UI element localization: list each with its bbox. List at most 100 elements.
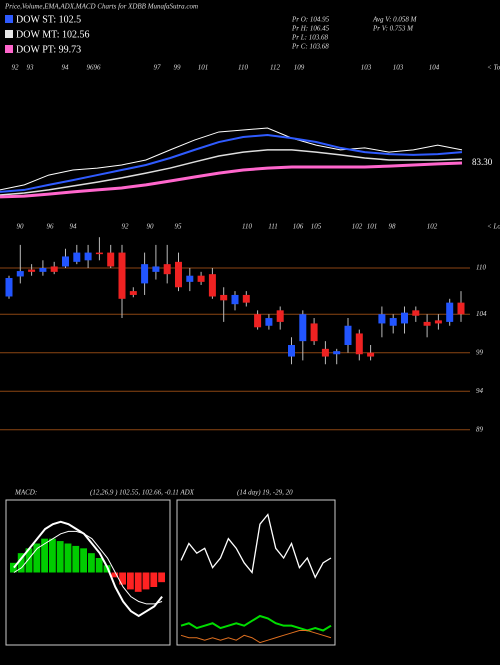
y-tick-label: 99 (476, 348, 484, 356)
candle-body (39, 268, 47, 272)
macd-frame (5, 499, 171, 646)
candle-body (378, 314, 386, 324)
macd-bar (41, 538, 48, 573)
stat: Pr V: 0.753 M (372, 25, 414, 33)
candle-body (344, 325, 352, 345)
macd-bar (17, 553, 25, 573)
y-tick-label: 89 (476, 425, 484, 433)
low-label: 95 (175, 223, 183, 231)
page-title: Price,Volume,EMA,ADX,MACD Charts for XDB… (4, 3, 198, 11)
candle-body (175, 261, 182, 288)
candle-body (446, 302, 454, 322)
macd-line (13, 520, 163, 618)
top-label: 101 (198, 64, 209, 72)
macd-bar (80, 548, 87, 573)
candle-body (299, 314, 307, 342)
macd-bar (10, 562, 17, 573)
candle-body (434, 320, 442, 324)
y-tick-label: 110 (476, 264, 486, 272)
adx-values: (14 day) 19, -29, 20 (237, 489, 293, 497)
candle-body (62, 256, 69, 267)
macd-bar (127, 572, 134, 590)
tops-marker: < Tops (487, 64, 500, 72)
macd-bar (158, 572, 165, 583)
candle-body (389, 318, 397, 326)
top-label: 96 (87, 64, 95, 72)
macd-bar (142, 572, 150, 590)
low-label: 94 (70, 223, 78, 231)
macd-values: (12,26,9 ) 102.55, 102.66, -0.11 ADX (90, 489, 195, 497)
top-label: 97 (154, 64, 162, 72)
macd-bar (111, 572, 119, 578)
candle-body (163, 264, 171, 275)
candle-body (129, 291, 137, 295)
low-label: 102 (352, 223, 363, 231)
candle-body (152, 266, 160, 272)
candle-body (288, 345, 295, 357)
low-label: 105 (311, 223, 322, 231)
macd-bar (56, 541, 64, 573)
top-label: 110 (238, 64, 248, 72)
series-line (0, 149, 463, 196)
candle-body (321, 348, 329, 357)
candle-body (197, 275, 205, 282)
candle-body (5, 278, 13, 297)
top-label: 99 (174, 64, 182, 72)
top-label: 103 (361, 64, 372, 72)
top-label: 112 (270, 64, 280, 72)
stat: Pr O: 104.95 (291, 16, 330, 24)
low-label: 110 (242, 223, 252, 231)
y-tick-label: 94 (476, 387, 484, 395)
candle-body (50, 266, 58, 272)
stat: Pr L: 103.68 (291, 34, 328, 42)
legend-swatch (5, 30, 13, 38)
low-label: 90 (17, 223, 25, 231)
series-line (180, 630, 332, 644)
low-label: 92 (122, 223, 130, 231)
series-line (0, 127, 463, 191)
stat: Pr C: 103.68 (291, 43, 329, 51)
candle-body (231, 294, 239, 305)
legend-swatch (5, 45, 13, 53)
macd-bar (134, 572, 142, 592)
candle-body (220, 294, 228, 301)
candle-body (107, 252, 115, 267)
series-line (0, 134, 463, 193)
macd-bar (64, 543, 72, 573)
top-label: 103 (393, 64, 404, 72)
candle-body (276, 310, 284, 322)
candle-body (118, 252, 126, 299)
candle-body (401, 312, 408, 324)
candle-body (310, 323, 318, 342)
candle-body (208, 274, 216, 297)
candle-body (16, 271, 24, 277)
candle-body (141, 264, 149, 284)
low-label: 101 (367, 223, 378, 231)
top-label: 94 (62, 64, 70, 72)
stat: Pr H: 106.45 (291, 25, 330, 33)
low-label: 102 (427, 223, 438, 231)
low-label: 90 (147, 223, 155, 231)
candle-body (423, 321, 431, 326)
low-label: 111 (268, 223, 277, 231)
series-line (0, 161, 463, 199)
top-label: 93 (27, 64, 35, 72)
macd-bar (95, 558, 103, 573)
macd-bar (49, 538, 56, 573)
adx-frame (176, 499, 336, 646)
candle-body (457, 302, 465, 315)
low-label: 106 (293, 223, 304, 231)
series-line (180, 513, 332, 579)
legend-label: DOW MT: 102.56 (16, 29, 89, 40)
candle-body (186, 275, 194, 282)
candle-body (84, 252, 92, 261)
top-label: 92 (12, 64, 20, 72)
macd-line (13, 530, 163, 605)
candle-body (254, 314, 262, 328)
macd-bar (33, 543, 41, 573)
candle-body (242, 294, 250, 303)
candle-body (28, 269, 36, 272)
y-tick-label: 104 (476, 310, 487, 318)
candle-body (367, 352, 375, 357)
